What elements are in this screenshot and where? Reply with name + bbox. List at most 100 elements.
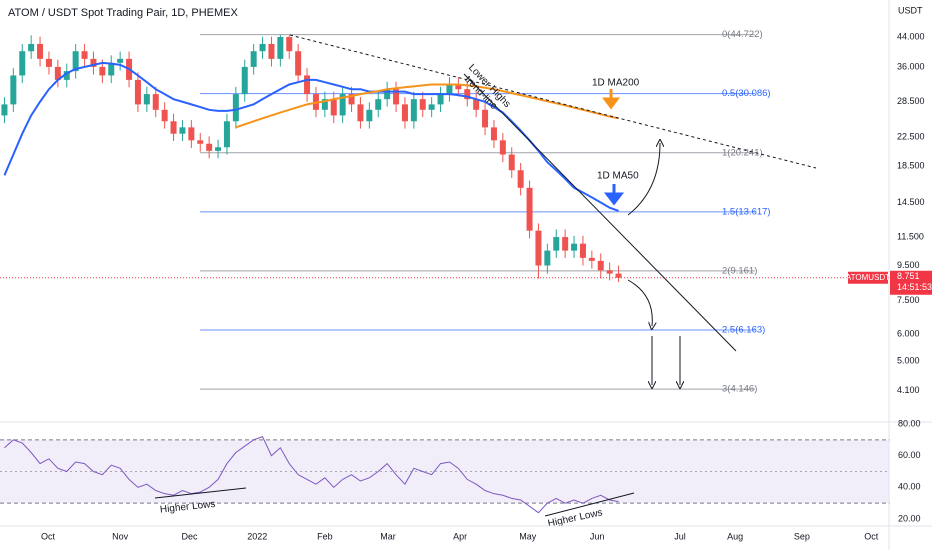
candle-body xyxy=(499,140,506,155)
ma50-label: 1D MA50 xyxy=(597,171,639,182)
candle-body xyxy=(517,170,524,188)
candle-body xyxy=(446,84,453,95)
rsi-pane xyxy=(0,436,890,514)
fib-level-label: 1(20.241) xyxy=(722,147,763,158)
candle-body xyxy=(428,104,435,110)
candle-body xyxy=(321,99,328,110)
candle-body xyxy=(10,75,17,105)
rsi-tick-label: 20.00 xyxy=(898,513,921,523)
candle-body xyxy=(606,270,613,274)
higher-lows-line xyxy=(154,487,247,499)
price-tag xyxy=(890,270,932,295)
currency-label: USDT xyxy=(898,5,923,15)
candle-body xyxy=(482,109,489,128)
candle-body xyxy=(562,237,569,251)
x-tick-label: 2022 xyxy=(247,531,267,541)
x-tick-label: Apr xyxy=(453,531,467,541)
candle-body xyxy=(304,75,311,95)
candle-body xyxy=(357,104,364,122)
candle-body xyxy=(579,243,586,258)
y-tick-label: 36.000 xyxy=(897,61,925,71)
y-tick-label: 5.000 xyxy=(897,356,920,366)
candle-body xyxy=(410,99,417,122)
candle-body xyxy=(117,58,124,63)
fib-level-label: 0.5(30.086) xyxy=(722,88,771,99)
candle-body xyxy=(526,187,533,231)
x-tick-label: Nov xyxy=(112,531,129,541)
candle-body xyxy=(401,104,408,122)
candle-body xyxy=(473,99,480,110)
candle-body xyxy=(108,62,115,76)
rsi-tick-label: 40.00 xyxy=(898,482,921,492)
fib-levels: 0(44.722) 0.5(30.086) 1(20.241) 1.5(13.617)… xyxy=(200,29,771,395)
candle-body xyxy=(54,66,61,80)
candle-body xyxy=(455,84,462,90)
candle-body xyxy=(295,51,302,76)
candle-body xyxy=(1,104,8,116)
candle-body xyxy=(170,121,177,134)
y-tick-label: 14.500 xyxy=(897,197,925,207)
axes: 44.000 36.000 28.500 22.500 18.500 14.500 11.5… xyxy=(41,31,932,541)
higher-lows-line xyxy=(544,492,635,517)
candle-body xyxy=(268,43,275,59)
countdown-label: 14:51:53 xyxy=(897,282,932,292)
candle-body xyxy=(384,89,391,100)
candle-body xyxy=(330,99,337,116)
candle-body xyxy=(419,99,426,110)
candle-body xyxy=(90,58,97,67)
candle-body xyxy=(490,127,497,141)
price-plot xyxy=(0,34,889,283)
descending-trendline xyxy=(463,73,737,352)
candle-body xyxy=(197,140,204,144)
candle-body xyxy=(615,273,622,278)
candle-body xyxy=(143,94,150,105)
down-arrow xyxy=(627,279,652,326)
candle-body xyxy=(72,51,79,72)
y-tick-label: 44.000 xyxy=(897,31,925,41)
lower-highs-trendline xyxy=(289,34,817,169)
candle-body xyxy=(206,143,213,151)
symbol-label: ATOMUSDT xyxy=(846,273,890,282)
candle-body xyxy=(464,89,471,100)
candle-body xyxy=(366,109,373,122)
x-tick-label: Oct xyxy=(41,531,56,541)
candle-body xyxy=(375,99,382,110)
x-tick-label: Aug xyxy=(727,531,743,541)
candle-body xyxy=(535,230,542,266)
candle-body xyxy=(99,66,106,76)
candle-body xyxy=(553,237,560,251)
candle-body xyxy=(28,43,35,52)
moving-average xyxy=(3,61,619,212)
ma50-arrow xyxy=(603,184,625,206)
y-tick-label: 6.000 xyxy=(897,328,920,338)
y-tick-label: 18.500 xyxy=(897,161,925,171)
x-tick-label: Dec xyxy=(182,531,199,541)
candle-body xyxy=(215,147,222,151)
candle-body xyxy=(508,154,515,171)
symbol-tag xyxy=(848,271,888,284)
candle-body xyxy=(232,94,239,122)
candle-body xyxy=(134,79,141,105)
candle-body xyxy=(152,94,159,110)
rsi-line xyxy=(4,436,619,514)
candle-body xyxy=(339,94,346,116)
rsi-tick-label: 80.00 xyxy=(898,418,921,428)
candle-body xyxy=(348,94,355,105)
fib-level-label: 2.5(6.163) xyxy=(722,325,765,336)
y-tick-label: 11.500 xyxy=(897,231,924,241)
y-tick-label: 28.500 xyxy=(897,96,925,106)
candle-body xyxy=(37,43,44,59)
moving-average xyxy=(235,83,619,129)
x-tick-label: Jun xyxy=(590,531,605,541)
candle-body xyxy=(286,37,293,52)
ma200-label: 1D MA200 xyxy=(592,78,640,89)
candle-body xyxy=(241,66,248,95)
x-tick-label: Feb xyxy=(317,531,333,541)
y-tick-label: 4.100 xyxy=(897,385,920,395)
y-tick-label: 22.500 xyxy=(897,131,925,141)
fib-level-label: 3(4.146) xyxy=(722,384,757,395)
fib-level-label: 2(9.161) xyxy=(722,265,757,276)
last-price-label: 8.751 xyxy=(897,271,920,281)
fib-level-label: 1.5(13.617) xyxy=(722,206,771,217)
